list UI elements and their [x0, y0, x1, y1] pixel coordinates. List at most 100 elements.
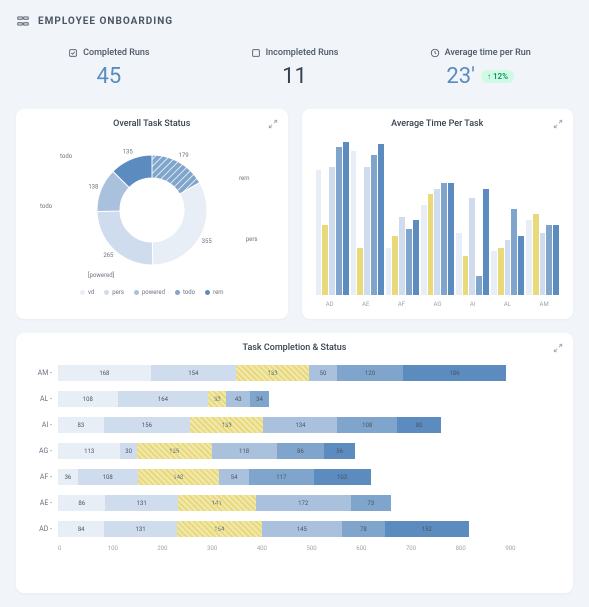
hbar-track: 113301351188656 — [58, 443, 555, 459]
hbar-segment: 86 — [58, 495, 105, 511]
hbar-segment: 113 — [58, 443, 120, 459]
bar — [399, 217, 405, 295]
axis-label: AF — [398, 301, 405, 308]
expand-icon[interactable] — [268, 119, 278, 129]
onboarding-icon — [16, 14, 30, 28]
bar — [546, 225, 552, 295]
bar-group — [421, 139, 454, 295]
bar — [421, 205, 427, 295]
bar — [364, 167, 370, 295]
bar — [316, 170, 322, 295]
hbar-row: AG -113301351188656 — [34, 441, 555, 461]
hbar-chart: AM -16815413350120186AL -108164334334AI … — [26, 359, 563, 556]
bar-group — [456, 139, 489, 295]
stat-label: Incompleted Runs — [202, 48, 388, 58]
hbar-segment: 133 — [190, 417, 263, 433]
donut-label: rem — [239, 175, 249, 182]
svg-text:135: 135 — [122, 148, 133, 155]
axis-label: AE — [362, 301, 369, 308]
svg-text:179: 179 — [178, 152, 188, 159]
hbar-segment: 172 — [256, 495, 351, 511]
legend-item: rem — [205, 289, 223, 296]
bar — [371, 155, 377, 295]
stat-label: Average time per Run — [387, 48, 573, 58]
bar — [448, 183, 454, 295]
axis-tick: 700 — [406, 545, 456, 552]
hbar-segment: 168 — [58, 365, 151, 381]
hbar-segment: 108 — [78, 469, 138, 485]
axis-tick: 900 — [505, 545, 555, 552]
hbar-segment: 50 — [309, 365, 337, 381]
hbar-label: AG - — [34, 447, 58, 455]
bar — [463, 256, 469, 295]
expand-icon[interactable] — [553, 343, 563, 353]
stat-icon — [430, 48, 440, 58]
bar — [336, 147, 342, 295]
hbar-segment: 141 — [178, 495, 256, 511]
hbar-segment: 56 — [324, 443, 355, 459]
hbar-segment: 34 — [250, 391, 269, 407]
hbar-segment: 134 — [263, 417, 337, 433]
hbar-segment: 145 — [262, 521, 342, 537]
axis-tick: 800 — [456, 545, 506, 552]
bar — [351, 151, 357, 295]
stat-block: Incompleted Runs11 — [202, 48, 388, 89]
axis-tick: 100 — [108, 545, 158, 552]
page-title: EMPLOYEE ONBOARDING — [38, 16, 173, 27]
stat-value: 23' — [446, 64, 475, 89]
stat-block: Average time per Run23'↑ 12% — [387, 48, 573, 89]
bar — [434, 189, 440, 295]
donut-label: [powered] — [88, 272, 114, 279]
donut-label: todo — [60, 153, 72, 160]
card-title: Average Time Per Task — [312, 119, 564, 129]
bar — [553, 225, 559, 295]
axis-tick: 200 — [157, 545, 207, 552]
stat-icon — [251, 48, 261, 58]
hbar-track: 16815413350120186 — [58, 365, 555, 381]
bar — [406, 229, 412, 295]
hbar-segment: 154 — [177, 521, 262, 537]
hbar-segment: 80 — [397, 417, 441, 433]
donut-label: pers — [246, 236, 258, 243]
hbar-segment: 118 — [212, 443, 277, 459]
hbar-row: AM -16815413350120186 — [34, 363, 555, 383]
card-bar: Average Time Per Task ADAEAFAGAIALAM — [302, 109, 574, 319]
hbar-segment: 108 — [337, 417, 397, 433]
bar — [413, 220, 419, 295]
cards-row: Overall Task Status 179355265138135todor… — [16, 109, 573, 319]
bar — [526, 220, 532, 295]
bar — [491, 251, 497, 295]
dashboard: EMPLOYEE ONBOARDING Completed Runs45Inco… — [0, 0, 589, 607]
page-header: EMPLOYEE ONBOARDING — [16, 14, 573, 28]
hbar-row: AE -8613114117273 — [34, 493, 555, 513]
hbar-label: AF - — [34, 473, 58, 481]
hbar-label: AI - — [34, 421, 58, 429]
bar — [469, 198, 475, 295]
hbar-xaxis: 0100200300400500600700800900 — [58, 545, 555, 552]
legend-item: powered — [134, 289, 165, 296]
hbar-segment: 135 — [137, 443, 212, 459]
bar — [533, 214, 539, 295]
svg-text:265: 265 — [103, 252, 114, 259]
legend-item: vd — [80, 289, 94, 296]
stat-value: 45 — [96, 64, 121, 89]
hbar-segment: 54 — [219, 469, 249, 485]
bar — [476, 276, 482, 295]
bar-group — [316, 139, 349, 295]
bar — [329, 167, 335, 295]
axis-tick: 400 — [257, 545, 307, 552]
hbar-segment: 131 — [105, 495, 177, 511]
hbar-segment: 33 — [208, 391, 226, 407]
axis-label: AG — [434, 301, 442, 308]
bar — [386, 248, 392, 295]
hbar-track: 108164334334 — [58, 391, 555, 407]
hbar-segment: 36 — [58, 469, 78, 485]
card-title: Task Completion & Status — [26, 343, 563, 353]
expand-icon[interactable] — [553, 119, 563, 129]
bar-group — [351, 139, 384, 295]
bar — [378, 144, 384, 295]
hbar-segment: 120 — [337, 365, 403, 381]
hbar-track: 3610814854117103 — [58, 469, 555, 485]
hbar-row: AD -8413115414578152 — [34, 519, 555, 539]
hbar-segment: 154 — [151, 365, 236, 381]
